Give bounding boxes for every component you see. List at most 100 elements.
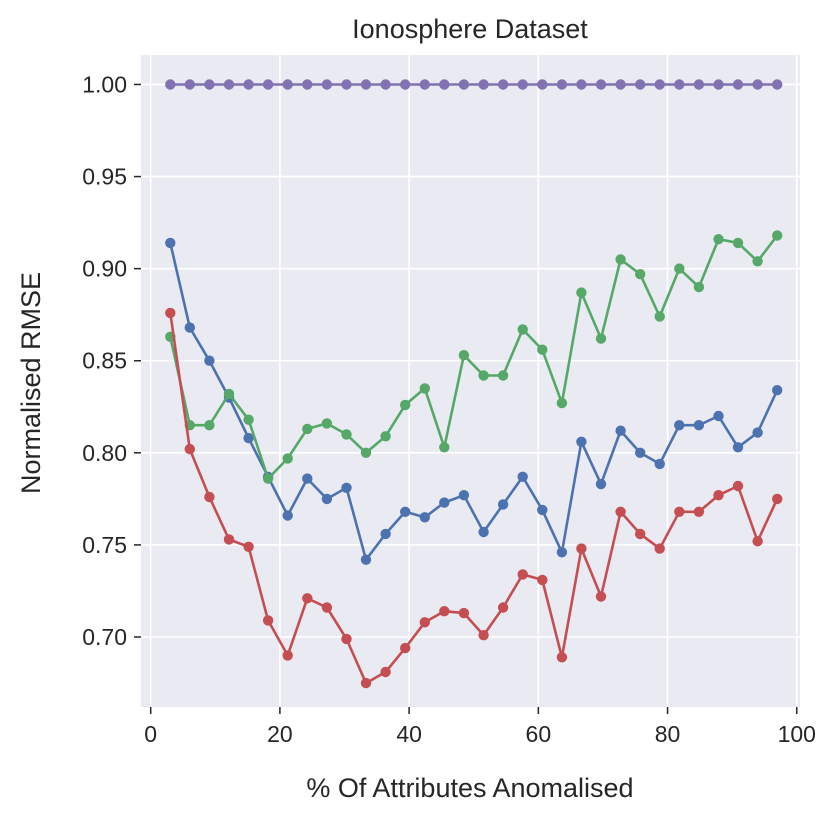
data-point-red — [517, 569, 528, 580]
data-point-green — [302, 423, 313, 435]
data-point-red — [752, 536, 763, 547]
data-point-blue — [556, 547, 568, 558]
data-point-red — [458, 607, 470, 619]
data-point-green — [419, 383, 430, 394]
x-tick-label: 80 — [655, 721, 681, 747]
data-point-red — [478, 630, 489, 641]
data-point-red — [243, 541, 254, 552]
data-point-purple — [615, 79, 626, 90]
data-point-red — [595, 591, 607, 602]
data-point-purple — [635, 79, 646, 90]
data-point-red — [537, 574, 548, 586]
y-tick-label: 0.70 — [82, 624, 127, 650]
data-point-purple — [713, 79, 724, 90]
data-point-red — [674, 506, 685, 517]
y-tick-label: 0.85 — [82, 348, 127, 374]
data-point-purple — [321, 79, 333, 90]
data-point-green — [497, 370, 509, 381]
data-point-red — [302, 593, 313, 604]
data-point-green — [204, 420, 215, 431]
data-point-blue — [400, 506, 411, 517]
data-point-red — [497, 602, 509, 613]
data-point-blue — [341, 482, 352, 493]
data-point-green — [223, 388, 235, 400]
data-point-red — [165, 307, 176, 319]
data-point-red — [321, 602, 333, 613]
x-axis-label: % Of Attributes Anomalised — [306, 773, 633, 803]
data-point-blue — [615, 425, 626, 436]
data-point-purple — [262, 79, 274, 90]
data-point-green — [458, 350, 470, 361]
data-point-blue — [184, 322, 195, 333]
data-point-purple — [537, 79, 548, 90]
data-point-blue — [752, 427, 763, 438]
series-line-red — [169, 312, 779, 685]
data-point-red — [341, 633, 352, 645]
data-point-green — [321, 418, 333, 429]
data-point-purple — [556, 79, 568, 90]
data-point-red — [223, 534, 235, 545]
data-point-blue — [302, 473, 313, 484]
plot-area — [141, 55, 800, 707]
data-point-blue — [595, 478, 607, 490]
data-point-purple — [439, 79, 450, 90]
data-point-red — [419, 617, 430, 628]
data-point-purple — [693, 79, 705, 90]
data-point-blue — [419, 512, 430, 523]
data-point-purple — [595, 79, 607, 90]
data-point-purple — [184, 79, 195, 90]
data-point-red — [693, 506, 705, 517]
data-point-purple — [165, 79, 176, 90]
data-point-blue — [693, 420, 705, 431]
data-point-blue — [282, 510, 293, 521]
data-point-red — [439, 606, 450, 617]
data-point-red — [380, 666, 391, 678]
data-point-purple — [654, 79, 665, 90]
data-point-green — [556, 397, 568, 409]
data-point-green — [341, 429, 352, 440]
data-point-blue — [654, 458, 665, 470]
data-point-purple — [243, 79, 254, 90]
data-point-blue — [380, 528, 391, 540]
series-purple — [165, 79, 783, 90]
data-point-green — [478, 370, 489, 381]
data-point-green — [576, 287, 587, 298]
data-point-green — [772, 230, 783, 241]
data-point-purple — [497, 79, 509, 90]
data-point-green — [537, 344, 548, 355]
y-tick-label: 1.00 — [82, 71, 127, 97]
data-point-blue — [439, 497, 450, 508]
series-red — [165, 307, 783, 689]
data-point-green — [243, 414, 254, 425]
data-point-purple — [380, 79, 391, 90]
data-point-purple — [517, 79, 528, 90]
y-tick-label: 0.95 — [82, 164, 127, 190]
data-point-green — [517, 324, 528, 335]
chart-title: Ionosphere Dataset — [352, 14, 588, 44]
data-point-green — [615, 254, 626, 265]
data-point-blue — [204, 355, 215, 366]
tick-labels: 0 20 40 60 80 100 0.70 0.75 0.80 0.85 0.90 0.95 1.00 — [82, 71, 816, 747]
data-point-red — [184, 443, 195, 455]
x-tick-label: 60 — [526, 721, 552, 747]
data-point-green — [752, 256, 763, 267]
data-point-red — [772, 493, 783, 505]
data-point-purple — [419, 79, 430, 90]
data-point-green — [693, 281, 705, 293]
data-point-green — [439, 442, 450, 453]
data-point-red — [400, 642, 411, 654]
y-tick-label: 0.80 — [82, 440, 127, 466]
data-point-blue — [165, 237, 176, 249]
series-layer — [165, 79, 783, 689]
data-point-purple — [341, 79, 352, 90]
data-point-purple — [400, 79, 411, 90]
data-point-blue — [674, 420, 685, 431]
data-point-purple — [478, 79, 489, 90]
data-point-green — [635, 269, 646, 280]
data-point-blue — [497, 499, 509, 510]
data-point-green — [360, 447, 372, 458]
data-point-green — [654, 311, 665, 322]
data-point-purple — [674, 79, 685, 90]
data-point-red — [732, 480, 744, 492]
data-point-red — [635, 528, 646, 540]
